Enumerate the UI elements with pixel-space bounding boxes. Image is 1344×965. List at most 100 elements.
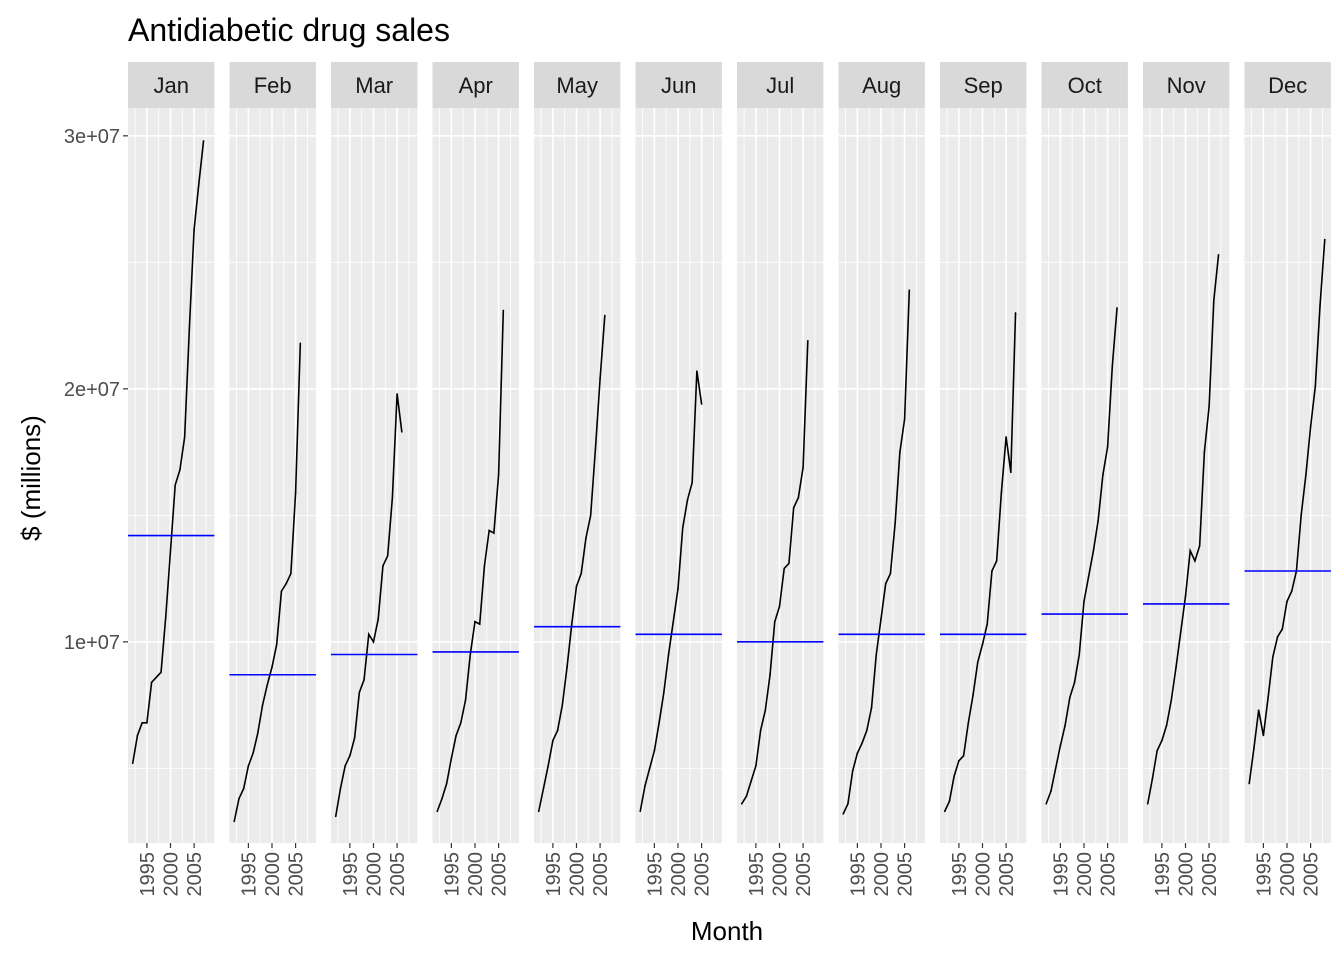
- chart-title: Antidiabetic drug sales: [128, 12, 450, 48]
- data-point: [755, 765, 757, 767]
- x-tick-label: 2005: [1301, 852, 1323, 897]
- data-point: [478, 623, 481, 625]
- data-point: [653, 749, 656, 752]
- data-point: [585, 537, 587, 539]
- facet-strip-label: Jul: [766, 73, 794, 98]
- data-point: [353, 737, 356, 739]
- facet-aug: Aug 1995 2000 2005: [838, 62, 925, 897]
- data-point: [875, 653, 878, 656]
- data-point: [1184, 595, 1187, 598]
- y-axis-title: $ (millions): [16, 415, 46, 541]
- data-point: [889, 572, 892, 575]
- data-point: [1248, 782, 1251, 785]
- x-tick-label: 2000: [1175, 852, 1197, 897]
- data-point: [1087, 575, 1090, 577]
- data-point: [188, 327, 191, 329]
- facet-strip: [940, 62, 1027, 108]
- data-point: [1272, 656, 1274, 658]
- data-point: [599, 377, 601, 380]
- x-tick-label: 2000: [769, 852, 791, 897]
- facet-oct: Oct 1995 2000 2005: [1041, 62, 1128, 897]
- data-point: [995, 560, 998, 562]
- data-point: [1078, 653, 1081, 656]
- data-point: [372, 641, 375, 643]
- x-tick-label: 1995: [441, 852, 463, 897]
- facet-strip-label: Jun: [661, 73, 696, 98]
- data-point: [972, 694, 974, 696]
- data-point: [464, 699, 467, 701]
- data-point: [396, 393, 398, 395]
- x-axis-title: Month: [691, 916, 763, 946]
- facet-strip: [1244, 62, 1331, 108]
- data-point: [1179, 630, 1182, 633]
- data-point: [1010, 471, 1012, 474]
- x-tick-label: 1995: [238, 852, 260, 897]
- data-point: [363, 679, 365, 681]
- data-point: [880, 618, 882, 620]
- data-point: [136, 734, 139, 737]
- data-point: [672, 620, 675, 623]
- x-tick-label: 2000: [972, 852, 994, 897]
- data-point: [847, 802, 849, 805]
- series-line: [131, 140, 205, 764]
- data-point: [1005, 436, 1007, 438]
- facet-strip-label: Apr: [459, 73, 493, 98]
- data-point: [663, 691, 665, 694]
- data-point: [948, 800, 951, 803]
- data-point: [1300, 514, 1302, 517]
- data-point: [1097, 519, 1099, 522]
- x-tick-label: 2005: [1199, 852, 1221, 897]
- data-point: [334, 815, 337, 818]
- data-point: [1092, 549, 1095, 552]
- data-point: [382, 565, 384, 567]
- y-axis: 1e+07 2e+07 3e+07: [64, 126, 128, 654]
- data-point: [759, 729, 762, 732]
- facet-jan: Jan 1995 2000 2005: [128, 62, 215, 897]
- data-point: [299, 342, 302, 345]
- data-point: [778, 605, 781, 608]
- x-tick-label: 2000: [1074, 852, 1096, 897]
- data-point: [339, 787, 342, 790]
- facet-strip-label: Aug: [862, 73, 901, 98]
- data-point: [1203, 451, 1206, 453]
- data-point: [639, 810, 642, 813]
- data-point: [1054, 767, 1057, 770]
- facet-strip-label: Feb: [254, 73, 292, 98]
- x-tick-label: 2000: [1277, 852, 1299, 897]
- data-point: [436, 810, 439, 813]
- data-point: [391, 496, 394, 499]
- data-point: [483, 565, 486, 567]
- data-point: [1257, 709, 1260, 711]
- data-point: [604, 314, 606, 317]
- data-point: [884, 582, 887, 585]
- data-point: [908, 289, 911, 291]
- facet-strip: [432, 62, 519, 108]
- data-point: [1208, 405, 1210, 408]
- data-point: [1014, 312, 1017, 314]
- x-tick-label: 2005: [1098, 852, 1120, 897]
- data-point: [183, 436, 186, 438]
- data-point: [1198, 544, 1201, 547]
- data-point: [861, 742, 863, 744]
- data-point: [1319, 304, 1321, 307]
- data-point: [1064, 724, 1066, 727]
- x-tick-label: 2000: [668, 852, 690, 897]
- data-point: [542, 787, 545, 790]
- data-point: [1267, 696, 1269, 699]
- data-point: [146, 722, 148, 724]
- data-point: [686, 499, 689, 501]
- data-point: [266, 684, 269, 686]
- data-point: [193, 228, 195, 231]
- facet-strip: [229, 62, 316, 108]
- x-tick-label: 2005: [590, 852, 612, 897]
- facet-strip: [1041, 62, 1128, 108]
- data-point: [386, 555, 389, 557]
- y-tick-label: 2e+07: [64, 379, 120, 401]
- data-point: [899, 451, 901, 453]
- data-point: [1323, 238, 1326, 241]
- data-point: [1102, 474, 1104, 476]
- x-tick-label: 2005: [286, 852, 308, 897]
- facet-nov: Nov 1995 2000 2005: [1143, 62, 1230, 897]
